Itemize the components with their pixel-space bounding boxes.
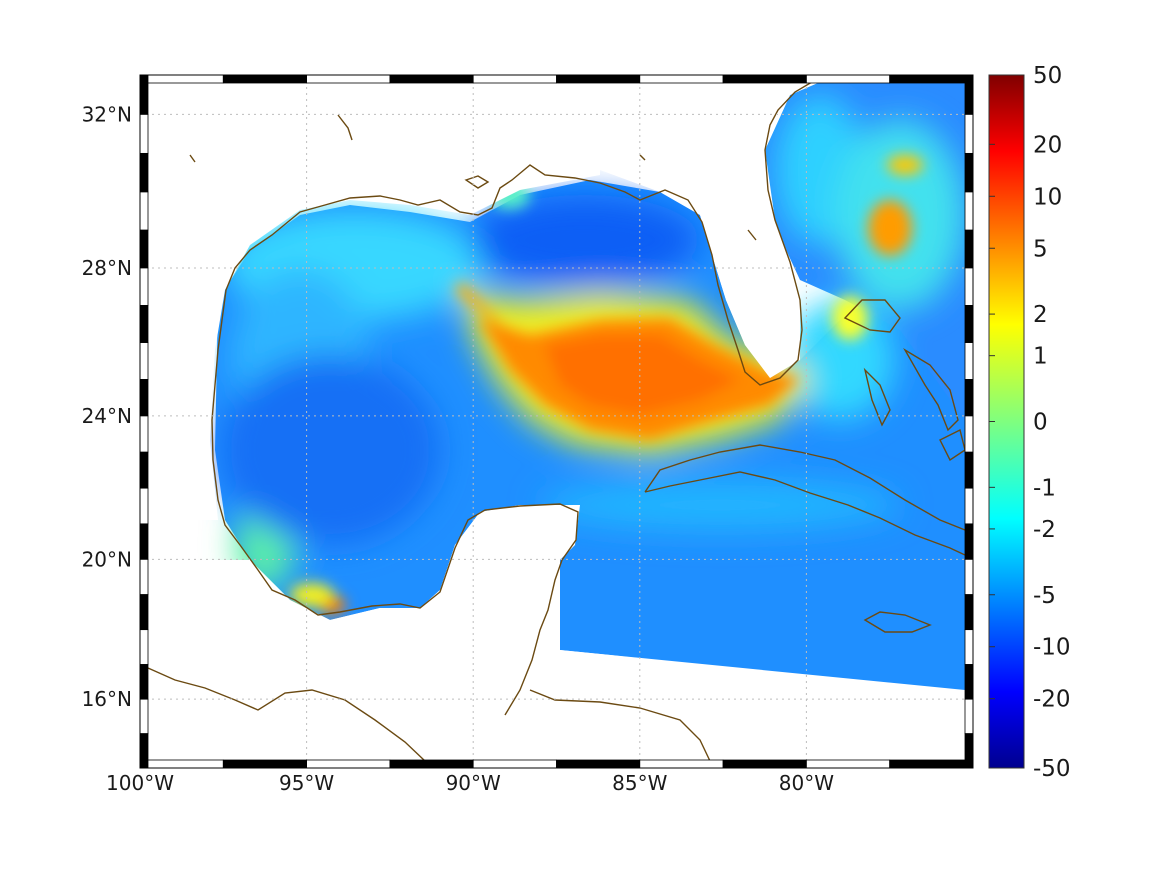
- frame-segment-left: [139, 594, 149, 631]
- longitude-tick-labels: 100°W 95°W 90°W 85°W 80°W: [106, 771, 834, 795]
- frame-segment-top: [556, 74, 641, 84]
- frame-segment-left: [139, 664, 149, 700]
- frame-segment-bottom: [389, 759, 474, 769]
- colorbar-tick-label: -10: [1033, 635, 1071, 661]
- colorbar-tick-label: 0: [1033, 410, 1048, 436]
- latitude-tick-labels: 32°N 28°N 24°N 20°N 16°N: [82, 102, 132, 711]
- frame-segment-left: [139, 487, 149, 525]
- frame-segment-left: [139, 267, 149, 306]
- latitude-tick-label: 20°N: [82, 547, 132, 571]
- colorbar-tick-label: -5: [1033, 583, 1056, 609]
- colorbar-tick-label: -50: [1033, 756, 1071, 782]
- colorbar-tick-label: 2: [1033, 302, 1048, 328]
- frame-segment-left: [139, 523, 149, 560]
- frame-segment-left: [139, 229, 149, 269]
- latitude-tick-label: 16°N: [82, 687, 132, 711]
- latitude-tick-label: 24°N: [82, 404, 132, 428]
- longitude-tick-label: 100°W: [106, 771, 174, 795]
- frame-segment-right: [964, 733, 974, 769]
- grid-lines: [148, 82, 965, 761]
- frame-segment-right: [964, 114, 974, 154]
- colorbar-tick-label: 5: [1033, 236, 1048, 262]
- latitude-tick-label: 32°N: [82, 102, 132, 126]
- colorbar-tick-label: -1: [1033, 475, 1056, 501]
- frame-segment-top: [639, 74, 724, 84]
- frame-segment-bottom: [139, 759, 224, 769]
- frame-segment-left: [139, 379, 149, 417]
- frame-segment-left: [139, 733, 149, 769]
- frame-segment-top: [139, 74, 224, 84]
- longitude-tick-label: 85°W: [612, 771, 667, 795]
- frame-segment-top: [222, 74, 308, 84]
- frame-segment-right: [964, 594, 974, 631]
- frame-segment-right: [964, 451, 974, 489]
- longitude-tick-label: 80°W: [779, 771, 834, 795]
- data-field: [215, 82, 965, 690]
- frame-outline: [139, 74, 974, 769]
- frame-segment-left: [139, 305, 149, 343]
- frame-segment-left: [139, 451, 149, 489]
- frame-segment-top: [389, 74, 474, 84]
- frame-segment-bottom: [556, 759, 641, 769]
- frame-segment-right: [964, 698, 974, 735]
- frame-segment-right: [964, 629, 974, 665]
- frame-segment-left: [139, 558, 149, 596]
- colorbar-tick-label: 10: [1033, 184, 1062, 210]
- frame-segment-right: [964, 229, 974, 269]
- frame-segment-right: [964, 558, 974, 596]
- latitude-tick-label: 28°N: [82, 256, 132, 280]
- colorbar-tick-label: 1: [1033, 344, 1048, 370]
- frame-segment-left: [139, 152, 149, 193]
- frame-segment-right: [964, 191, 974, 231]
- frame-segment-right: [964, 305, 974, 343]
- frame-segment-left: [139, 698, 149, 735]
- frame-segment-left: [139, 629, 149, 665]
- frame-segment-top: [472, 74, 557, 84]
- frame-segment-left: [139, 74, 149, 115]
- colorbar-tick-label: 20: [1033, 132, 1062, 158]
- frame-segment-right: [964, 267, 974, 306]
- colorbar-tick-label: -2: [1033, 517, 1056, 543]
- frame-segment-right: [964, 152, 974, 193]
- frame-segment-right: [964, 415, 974, 453]
- frame-segment-left: [139, 114, 149, 154]
- frame-segment-bottom: [222, 759, 308, 769]
- frame-segment-bottom: [806, 759, 891, 769]
- longitude-tick-label: 95°W: [279, 771, 334, 795]
- coastlines: [148, 82, 965, 761]
- frame-segment-right: [964, 379, 974, 417]
- frame-segment-right: [964, 342, 974, 380]
- frame-segment-top: [722, 74, 807, 84]
- colorbar-tick-label: -20: [1033, 687, 1071, 713]
- frame-segment-bottom: [306, 759, 391, 769]
- frame-segment-left: [139, 191, 149, 231]
- frame-segment-left: [139, 415, 149, 453]
- frame-segment-top: [889, 74, 974, 84]
- frame-segment-right: [964, 74, 974, 115]
- frame-segment-right: [964, 523, 974, 560]
- longitude-tick-label: 90°W: [446, 771, 501, 795]
- frame-segment-right: [964, 664, 974, 700]
- frame-segment-top: [806, 74, 891, 84]
- frame-segment-bottom: [639, 759, 724, 769]
- frame-segment-bottom: [889, 759, 974, 769]
- frame-segment-right: [964, 487, 974, 525]
- frame-segment-top: [306, 74, 391, 84]
- colorbar-tick-label: 50: [1033, 63, 1062, 89]
- frame-segment-bottom: [722, 759, 807, 769]
- frame-segment-bottom: [472, 759, 557, 769]
- frame-segment-left: [139, 342, 149, 380]
